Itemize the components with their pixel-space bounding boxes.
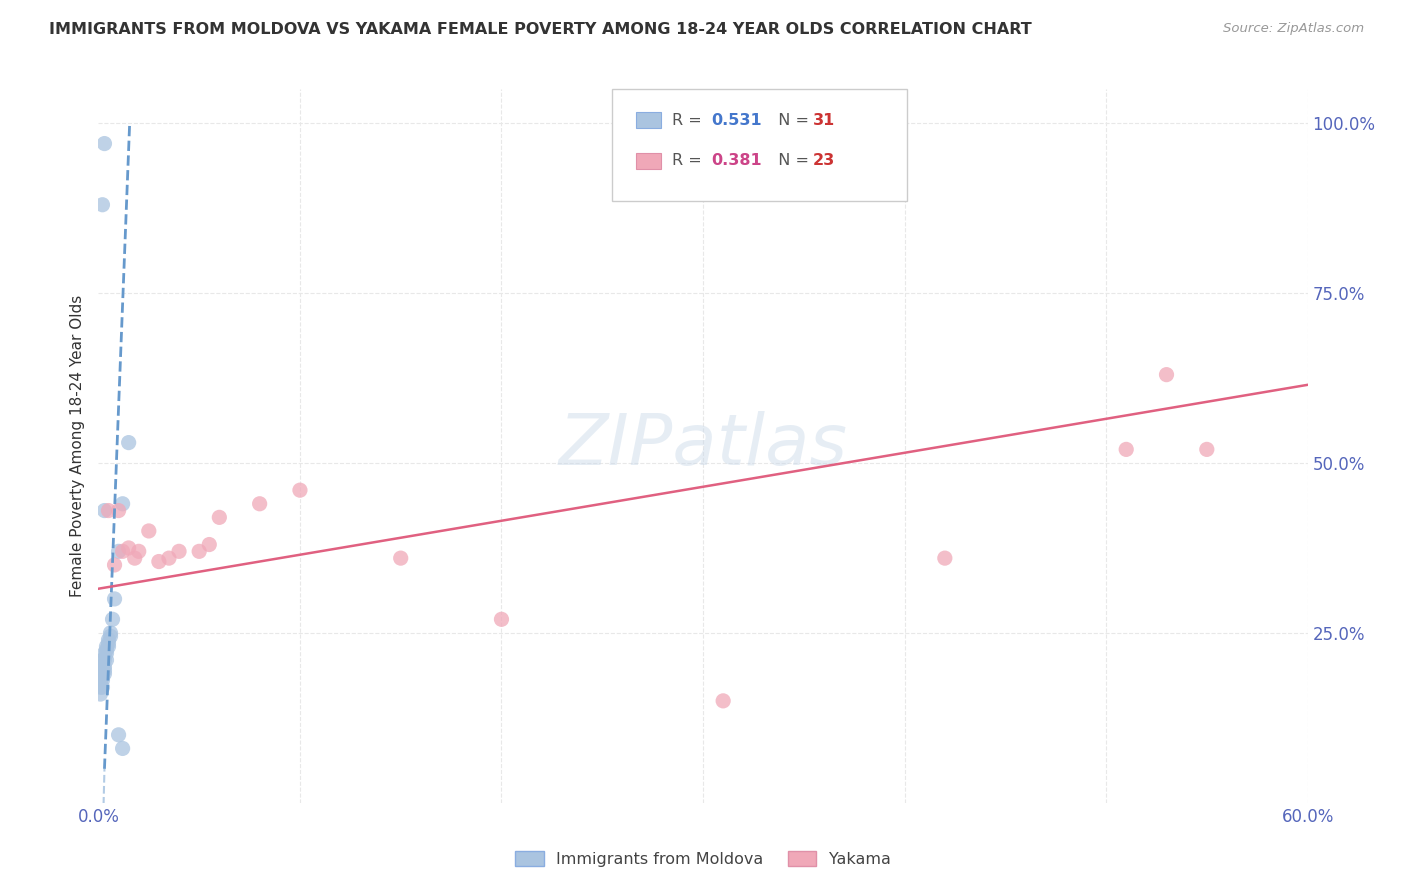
Point [93, 646, 115, 660]
Point [96, 643, 118, 657]
Point [96, 640, 118, 654]
Point [124, 551, 146, 566]
Point [1195, 442, 1218, 457]
Point [118, 541, 141, 555]
Point [138, 524, 160, 538]
Text: 31: 31 [813, 113, 835, 128]
Point [167, 544, 190, 558]
Text: IMMIGRANTS FROM MOLDOVA VS YAKAMA FEMALE POVERTY AMONG 18-24 YEAR OLDS CORRELATI: IMMIGRANTS FROM MOLDOVA VS YAKAMA FEMALE… [49, 22, 1032, 37]
Text: 0.381: 0.381 [711, 153, 762, 168]
Point [107, 503, 129, 517]
Point [91, 673, 114, 688]
Point [128, 544, 150, 558]
Point [91, 660, 114, 674]
Point [89, 660, 111, 674]
Point [96, 646, 118, 660]
Point [111, 544, 134, 558]
Point [107, 544, 129, 558]
Point [91, 680, 114, 694]
Point [148, 555, 170, 569]
Point [93, 136, 115, 151]
Point [111, 497, 134, 511]
Point [103, 591, 125, 606]
Point [91, 670, 114, 684]
Point [934, 551, 956, 566]
Point [91, 653, 114, 667]
Text: N =: N = [768, 153, 814, 168]
Point [100, 629, 122, 643]
Point [208, 510, 231, 524]
Point [389, 551, 412, 566]
Point [711, 694, 734, 708]
Text: R =: R = [672, 113, 707, 128]
Text: ZIPatlas: ZIPatlas [558, 411, 848, 481]
Point [111, 741, 134, 756]
Point [188, 544, 211, 558]
Point [89, 680, 111, 694]
Point [100, 626, 122, 640]
Text: N =: N = [768, 113, 814, 128]
Point [93, 666, 115, 681]
Y-axis label: Female Poverty Among 18-24 Year Olds: Female Poverty Among 18-24 Year Olds [69, 295, 84, 597]
Text: R =: R = [672, 153, 707, 168]
Point [93, 503, 115, 517]
Text: 23: 23 [813, 153, 835, 168]
Point [97, 640, 120, 654]
Point [96, 653, 118, 667]
Point [89, 687, 111, 701]
Point [89, 673, 111, 688]
Point [198, 537, 221, 551]
Point [1156, 368, 1178, 382]
Point [157, 551, 180, 566]
Point [107, 728, 129, 742]
Point [491, 612, 513, 626]
Point [101, 612, 124, 626]
Point [118, 435, 141, 450]
Text: 0.531: 0.531 [711, 113, 762, 128]
Point [1115, 442, 1137, 457]
Point [103, 558, 125, 572]
Point [91, 666, 114, 681]
Point [93, 653, 115, 667]
Point [93, 660, 115, 674]
Point [97, 632, 120, 647]
Point [97, 503, 120, 517]
Point [249, 497, 271, 511]
Point [93, 663, 115, 677]
Point [288, 483, 311, 498]
Point [91, 198, 114, 212]
Text: Source: ZipAtlas.com: Source: ZipAtlas.com [1223, 22, 1364, 36]
Point [89, 666, 111, 681]
Point [97, 636, 120, 650]
Legend: Immigrants from Moldova, Yakama: Immigrants from Moldova, Yakama [509, 845, 897, 873]
Point [89, 677, 111, 691]
